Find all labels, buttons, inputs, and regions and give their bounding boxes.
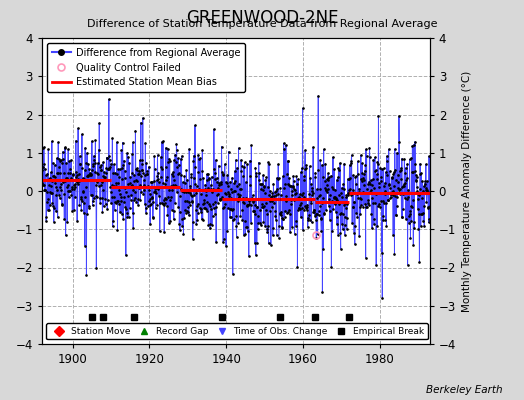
Text: GREENWOOD-2NE: GREENWOOD-2NE [185,9,339,27]
Legend: Station Move, Record Gap, Time of Obs. Change, Empirical Break: Station Move, Record Gap, Time of Obs. C… [47,323,428,340]
Text: Difference of Station Temperature Data from Regional Average: Difference of Station Temperature Data f… [87,19,437,29]
Text: Berkeley Earth: Berkeley Earth [427,385,503,395]
Y-axis label: Monthly Temperature Anomaly Difference (°C): Monthly Temperature Anomaly Difference (… [462,70,472,312]
